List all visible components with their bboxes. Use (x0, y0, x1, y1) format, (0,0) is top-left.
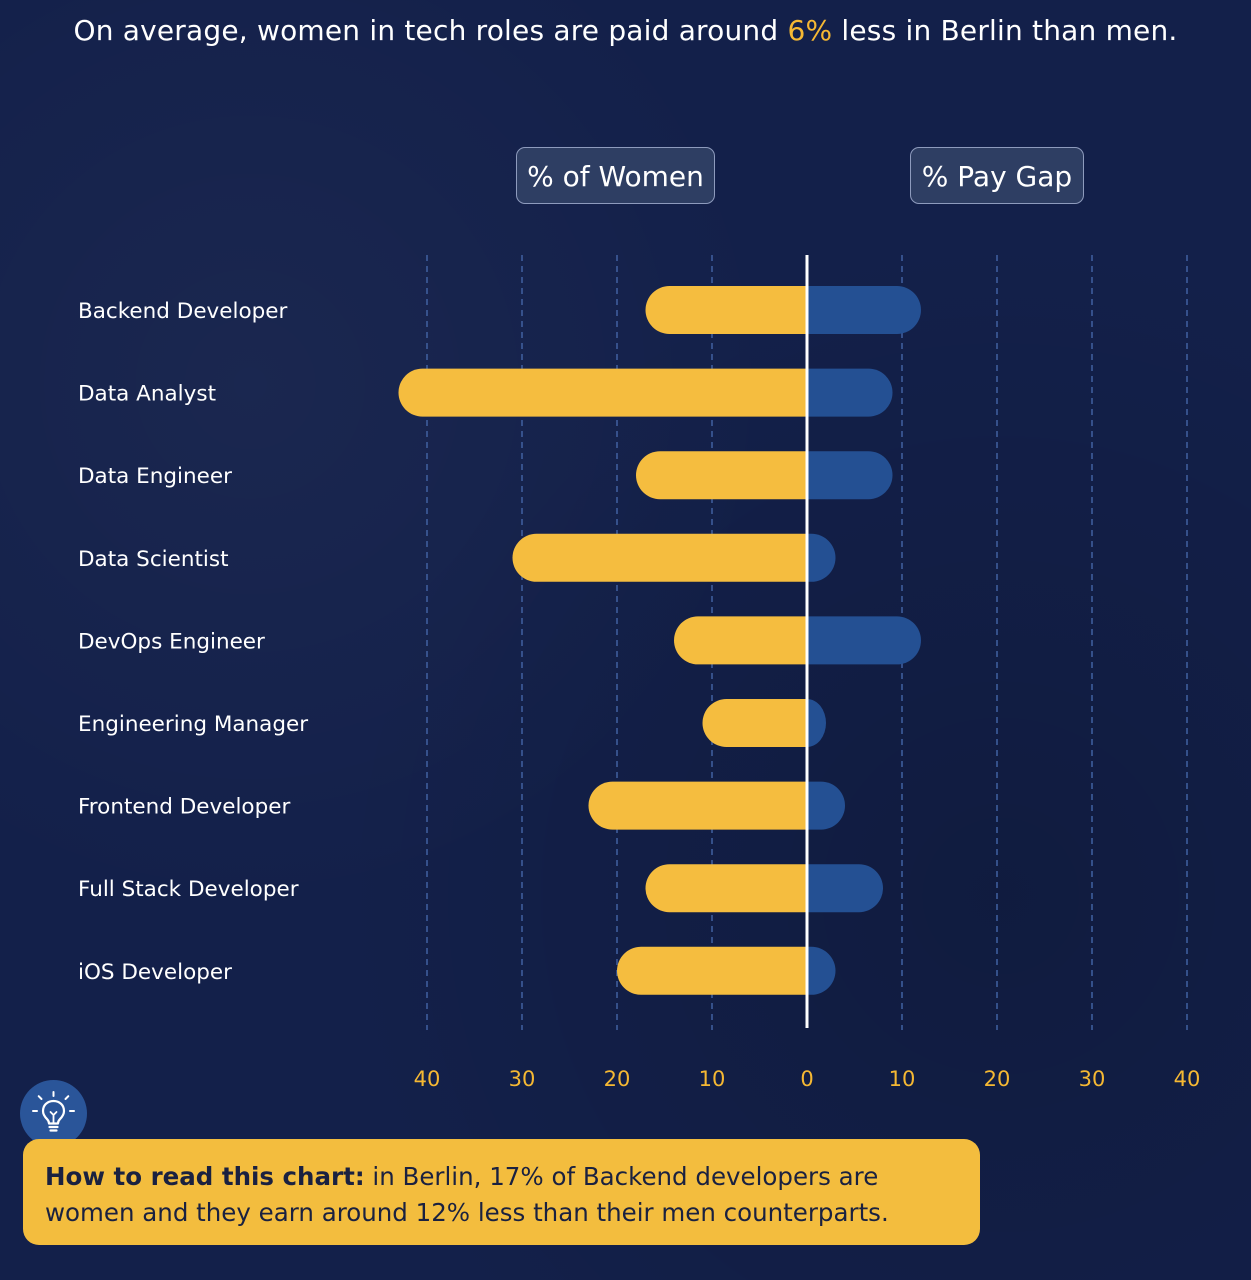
category-label: Full Stack Developer (78, 877, 299, 902)
women-bar (512, 533, 807, 582)
legend-pay-gap: % Pay Gap (910, 147, 1084, 204)
category-label: iOS Developer (78, 960, 232, 985)
category-label: Data Analyst (78, 382, 216, 407)
title-text-after: less in Berlin than men. (832, 14, 1178, 47)
x-tick-label: 40 (414, 1067, 441, 1091)
pay-gap-bar (807, 699, 826, 747)
women-bar (588, 781, 807, 830)
x-tick-label: 10 (889, 1067, 916, 1091)
x-tick-label: 20 (604, 1067, 631, 1091)
pay-gap-bar (807, 533, 836, 582)
callout-text: in Berlin, 17% of Backend developers are… (45, 1162, 889, 1227)
x-tick-label: 10 (699, 1067, 726, 1091)
category-label: Data Scientist (78, 547, 229, 572)
title-highlight: 6% (787, 14, 833, 47)
pay-gap-bar (807, 286, 921, 334)
x-tick-label: 30 (509, 1067, 536, 1091)
category-label: Data Engineer (78, 464, 232, 489)
women-bar (674, 616, 807, 665)
women-bar (636, 451, 807, 500)
x-tick-label: 0 (800, 1067, 813, 1091)
x-tick-label: 20 (984, 1067, 1011, 1091)
x-tick-label: 40 (1174, 1067, 1201, 1091)
chart-title: On average, women in tech roles are paid… (0, 14, 1251, 47)
how-to-read-callout: How to read this chart: in Berlin, 17% o… (23, 1139, 980, 1245)
pay-gap-bar (807, 946, 836, 995)
women-bar (398, 368, 807, 417)
women-bar (645, 864, 807, 913)
x-tick-label: 30 (1079, 1067, 1106, 1091)
category-label: Engineering Manager (78, 712, 308, 737)
lightbulb-icon (20, 1080, 87, 1147)
women-bar (645, 286, 807, 334)
callout-heading: How to read this chart: (45, 1162, 365, 1191)
pay-gap-bar (807, 864, 883, 913)
women-bar (702, 699, 807, 747)
pay-gap-bar (807, 368, 893, 417)
legend-women: % of Women (516, 147, 715, 204)
women-bar (617, 946, 807, 995)
pay-gap-bar (807, 781, 846, 830)
lightbulb-glyph (32, 1091, 75, 1132)
category-label: DevOps Engineer (78, 629, 265, 654)
title-text-before: On average, women in tech roles are paid… (73, 14, 788, 47)
pay-gap-bar (807, 451, 893, 500)
category-label: Frontend Developer (78, 795, 290, 820)
pay-gap-bar (807, 616, 921, 665)
category-label: Backend Developer (78, 299, 288, 324)
chart-area: Backend Developer Data Analyst Data Engine… (78, 255, 1201, 1091)
